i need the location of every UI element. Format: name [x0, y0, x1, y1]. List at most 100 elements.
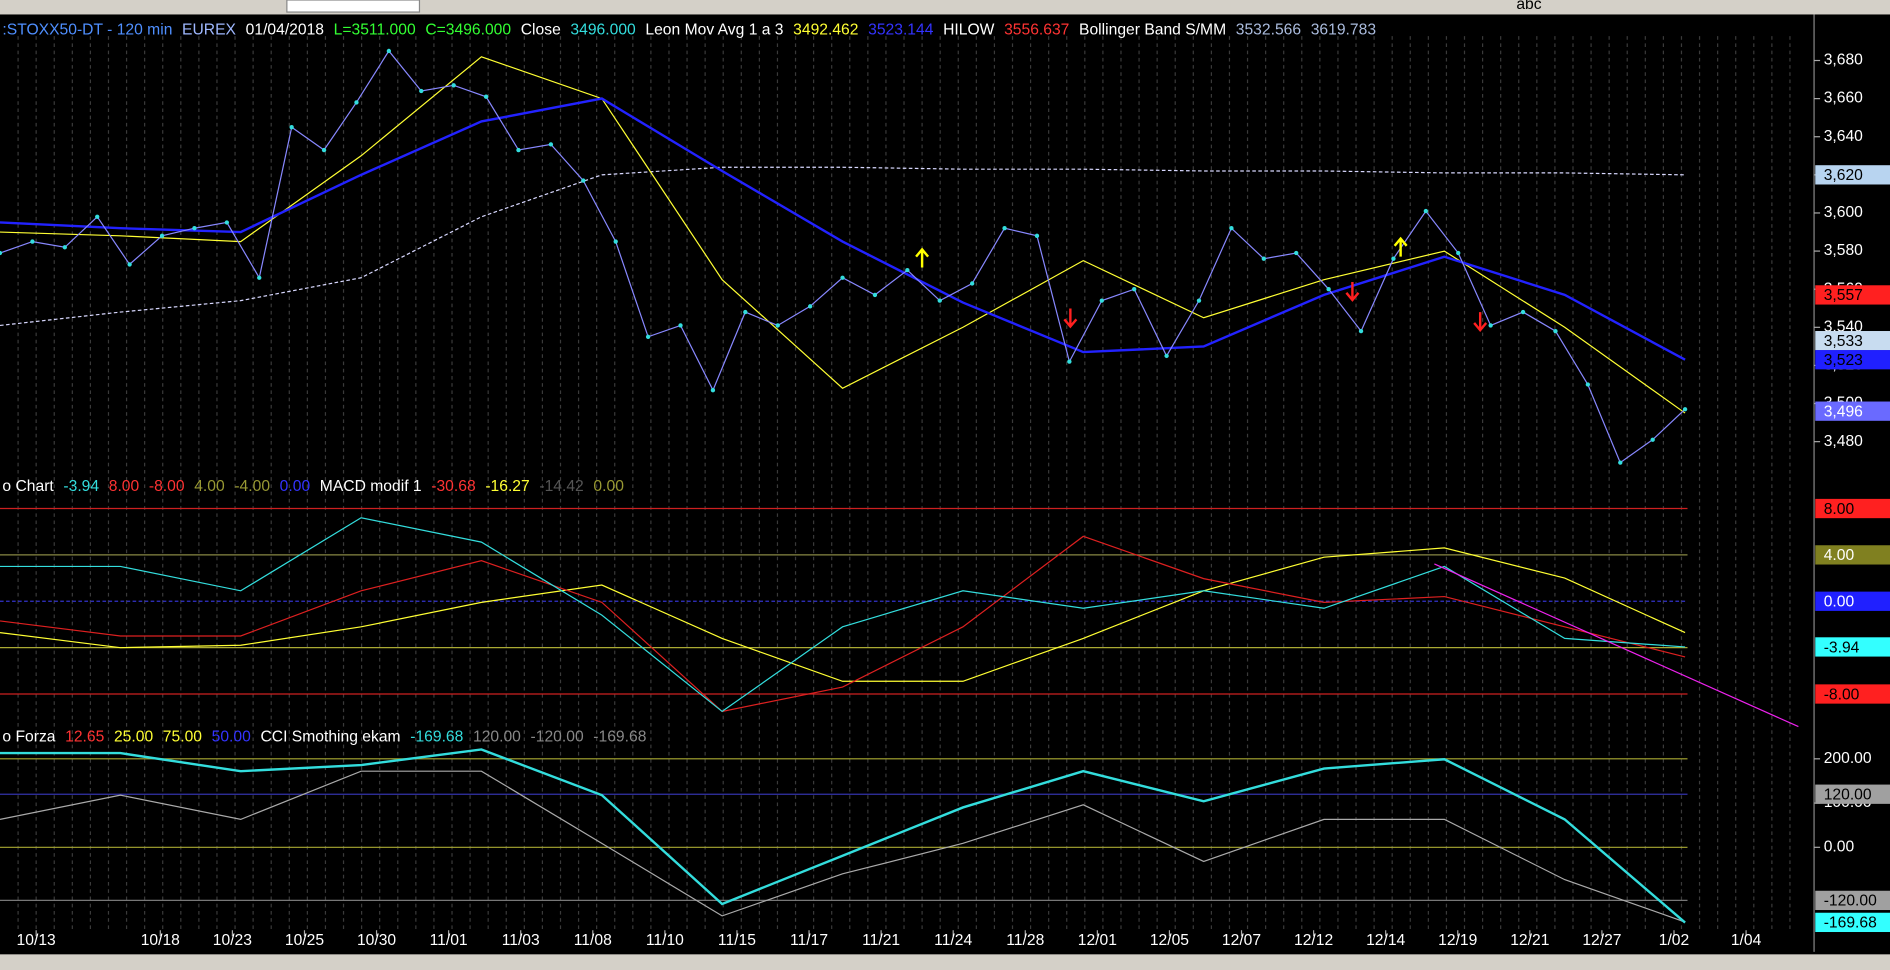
value-box-label: 3,523 — [1824, 352, 1863, 369]
vertical-grid — [17, 36, 1791, 931]
panel-header-text: Bollinger Band S/MM — [1079, 21, 1226, 38]
x-tick-label: 1/02 — [1659, 932, 1689, 949]
panel-header-text: o Forza — [2, 729, 55, 746]
price-point — [1326, 287, 1331, 292]
price-point — [516, 147, 521, 153]
value-box — [1815, 331, 1890, 351]
panel-header-text: CCI Smothing ekam — [260, 729, 400, 746]
buy-arrow — [1393, 236, 1408, 257]
panel-header-text: -16.27 — [485, 478, 529, 495]
panel-header-text: HILOW — [943, 21, 995, 38]
price-point — [321, 147, 327, 153]
signals — [915, 236, 1799, 728]
right-axis: 3,4803,5003,5203,5403,5603,5803,6003,620… — [1814, 52, 1890, 933]
toolbar-bg — [0, 0, 1890, 15]
x-tick-label: 11/10 — [646, 932, 684, 949]
panel-header-text: MACD modif 1 — [320, 478, 422, 495]
price-point — [30, 239, 35, 244]
value-box-label: 3,557 — [1824, 287, 1863, 304]
panel-header-text: 12.65 — [65, 729, 104, 746]
date-combo[interactable] — [286, 0, 421, 13]
y-tick-label: 3,660 — [1824, 90, 1863, 107]
value-box-label: 3,620 — [1824, 167, 1863, 184]
x-tick-label: 11/08 — [574, 932, 612, 949]
price-point — [1456, 250, 1461, 256]
price-point — [775, 323, 780, 328]
price-point — [1002, 226, 1007, 231]
x-tick-label: 11/21 — [862, 932, 900, 949]
price-point — [840, 275, 845, 280]
value-box — [1815, 498, 1890, 519]
panel-header-text: C=3496.000 — [425, 21, 511, 38]
price-point — [613, 239, 618, 244]
value-box — [1815, 285, 1890, 305]
scrollbar[interactable] — [0, 954, 1890, 970]
value-box — [1815, 890, 1890, 911]
panel-header-text: 50.00 — [212, 729, 251, 746]
value-box — [1815, 637, 1890, 657]
price-point — [1682, 407, 1688, 412]
panel-header-text: L=3511.000 — [334, 21, 416, 38]
value-box-label: 120.00 — [1824, 787, 1872, 804]
price-point — [0, 250, 3, 256]
price-point — [1358, 328, 1364, 334]
panel-header-text: Close — [521, 21, 561, 38]
value-box-label: -8.00 — [1824, 686, 1860, 703]
y-tick-label: 0.00 — [1824, 838, 1855, 855]
x-tick-label: 11/01 — [430, 932, 468, 949]
panel-header-text: -169.68 — [410, 729, 463, 746]
price-point — [354, 100, 359, 105]
price-point — [1553, 328, 1558, 334]
x-tick-label: 1/04 — [1731, 932, 1762, 949]
x-tick-label: 10/23 — [213, 932, 252, 949]
panel-header-text: 4.00 — [194, 478, 225, 495]
price-point — [1099, 298, 1104, 303]
x-tick-label: 12/12 — [1294, 932, 1333, 949]
y-tick-label: 3,640 — [1824, 128, 1863, 145]
value-box-label: 8.00 — [1824, 501, 1855, 518]
panel-header-text: :STOXX50-DT - 120 min — [2, 21, 172, 38]
x-tick-label: 10/25 — [285, 932, 324, 949]
price-point — [1423, 208, 1429, 214]
value-box — [1815, 684, 1890, 704]
value-box-label: 0.00 — [1824, 594, 1855, 611]
series-line — [0, 770, 1686, 923]
panel-header-text: -30.68 — [431, 478, 476, 495]
x-tick-label: 11/03 — [502, 932, 540, 949]
panel-header-text: 75.00 — [163, 729, 202, 746]
price-point — [645, 334, 651, 340]
value-box-label: -3.94 — [1824, 639, 1860, 656]
price-point — [451, 83, 456, 88]
price-point — [419, 88, 424, 94]
panel-header-text: 3556.637 — [1004, 21, 1069, 38]
panel-header-text: EUREX — [182, 21, 237, 38]
price-point — [257, 275, 262, 280]
x-tick-label: 12/05 — [1150, 932, 1189, 949]
value-box — [1815, 165, 1890, 185]
panel-header-text: 8.00 — [109, 478, 140, 495]
panel-header-text: 0.00 — [593, 478, 624, 495]
price-point — [192, 226, 197, 231]
value-box-label: -120.00 — [1824, 893, 1877, 910]
plots: :STOXX50-DT - 120 min EUREX 01/04/2018 L=35… — [0, 21, 1762, 949]
panel-header-text: 120.00 — [473, 729, 521, 746]
value-box-label: -169.68 — [1824, 915, 1877, 932]
value-box-label: 3,496 — [1824, 404, 1863, 421]
panel-header-text: 25.00 — [114, 729, 153, 746]
y-tick-label: 3,580 — [1824, 242, 1863, 259]
price-point — [678, 323, 683, 328]
panel-header-text: -14.42 — [539, 478, 583, 495]
price-point — [1164, 353, 1169, 359]
panel-header-text: -4.00 — [234, 478, 270, 495]
price-point — [159, 233, 165, 239]
value-box — [1815, 545, 1890, 565]
panel-header-text: 3532.566 — [1236, 21, 1302, 38]
trend-line — [1434, 563, 1799, 728]
toolbar-text[interactable]: abc — [1516, 0, 1541, 13]
x-tick-label: 11/24 — [934, 932, 972, 949]
series-line — [0, 535, 1686, 713]
series-line — [0, 748, 1686, 924]
price-point — [969, 281, 975, 286]
